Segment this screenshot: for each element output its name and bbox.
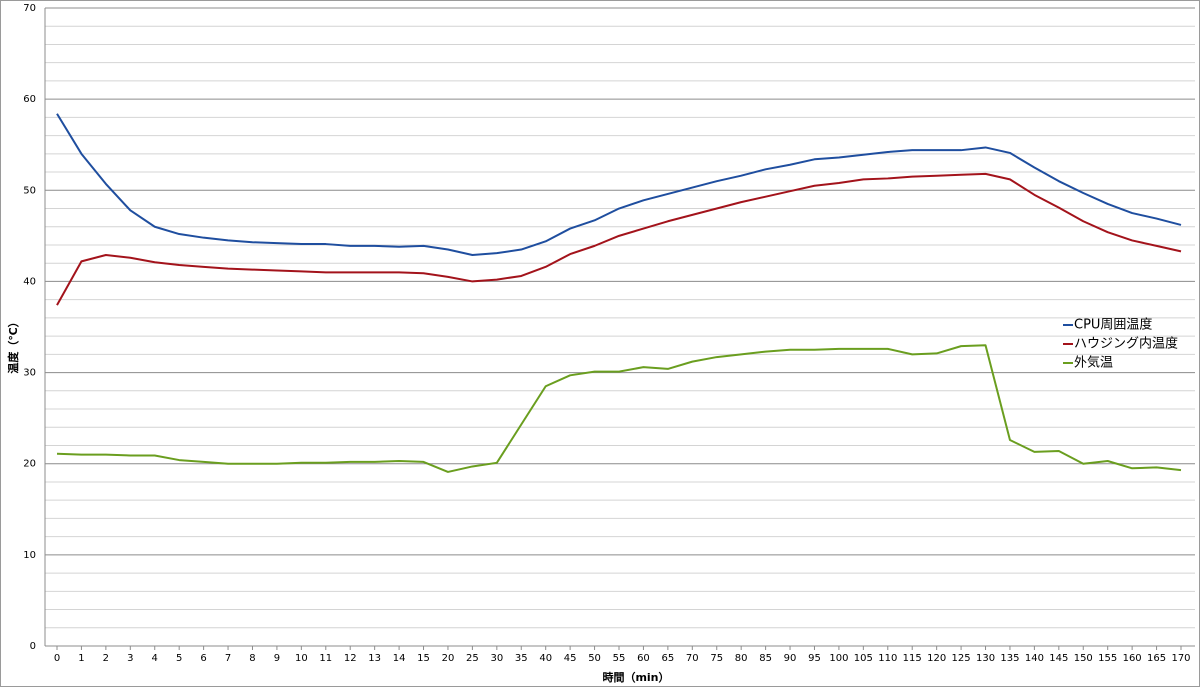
y-tick-label: 10 bbox=[23, 550, 36, 561]
y-tick-label: 50 bbox=[23, 185, 36, 196]
series-line bbox=[56, 172, 1182, 306]
x-tick-label: 160 bbox=[1123, 653, 1142, 664]
x-tick-label: 100 bbox=[829, 653, 848, 664]
x-tick-label: 125 bbox=[952, 653, 971, 664]
x-tick-label: 1 bbox=[78, 653, 84, 664]
x-tick-label: 40 bbox=[539, 653, 552, 664]
x-tick-label: 13 bbox=[368, 653, 381, 664]
x-tick-label: 9 bbox=[274, 653, 280, 664]
y-axis-label: 温度（℃） bbox=[6, 316, 20, 373]
legend-label: CPU周囲温度 bbox=[1074, 317, 1152, 333]
legend-label: ハウジング内温度 bbox=[1074, 336, 1178, 352]
x-tick-label: 80 bbox=[735, 653, 748, 664]
x-tick-label: 140 bbox=[1025, 653, 1044, 664]
series-line bbox=[56, 344, 1182, 473]
x-tick-label: 75 bbox=[710, 653, 723, 664]
x-tick-label: 50 bbox=[588, 653, 601, 664]
series-line bbox=[56, 113, 1182, 256]
x-tick-label: 5 bbox=[176, 653, 182, 664]
x-tick-label: 65 bbox=[662, 653, 675, 664]
x-tick-label: 11 bbox=[319, 653, 332, 664]
x-tick-label: 7 bbox=[225, 653, 231, 664]
x-tick-label: 8 bbox=[249, 653, 255, 664]
x-tick-label: 170 bbox=[1171, 653, 1190, 664]
x-tick-label: 2 bbox=[103, 653, 109, 664]
x-axis-label: 時間（min） bbox=[602, 670, 669, 684]
x-tick-label: 0 bbox=[54, 653, 60, 664]
x-tick-label: 165 bbox=[1147, 653, 1166, 664]
x-tick-label: 25 bbox=[466, 653, 479, 664]
x-tick-label: 35 bbox=[515, 653, 528, 664]
y-tick-label: 60 bbox=[23, 94, 36, 105]
x-tick-label: 30 bbox=[490, 653, 503, 664]
legend-label: 外気温 bbox=[1074, 355, 1113, 371]
x-tick-label: 15 bbox=[417, 653, 430, 664]
x-tick-label: 70 bbox=[686, 653, 699, 664]
y-tick-label: 20 bbox=[23, 459, 36, 470]
x-tick-label: 135 bbox=[1000, 653, 1019, 664]
x-tick-label: 20 bbox=[442, 653, 455, 664]
x-tick-label: 4 bbox=[152, 653, 158, 664]
x-tick-label: 6 bbox=[200, 653, 206, 664]
x-tick-label: 3 bbox=[127, 653, 133, 664]
x-tick-label: 10 bbox=[295, 653, 308, 664]
x-tick-label: 155 bbox=[1098, 653, 1117, 664]
x-tick-label: 110 bbox=[878, 653, 897, 664]
x-tick-label: 14 bbox=[393, 653, 406, 664]
y-tick-label: 30 bbox=[23, 368, 36, 379]
x-tick-label: 55 bbox=[613, 653, 626, 664]
x-tick-label: 90 bbox=[784, 653, 797, 664]
x-tick-label: 95 bbox=[808, 653, 821, 664]
x-tick-label: 105 bbox=[854, 653, 873, 664]
x-tick-label: 12 bbox=[344, 653, 357, 664]
y-tick-label: 70 bbox=[23, 3, 36, 14]
x-tick-label: 45 bbox=[564, 653, 577, 664]
x-tick-label: 120 bbox=[927, 653, 946, 664]
y-tick-label: 0 bbox=[30, 641, 36, 652]
x-tick-label: 85 bbox=[759, 653, 772, 664]
x-tick-label: 130 bbox=[976, 653, 995, 664]
x-tick-label: 115 bbox=[903, 653, 922, 664]
x-tick-label: 150 bbox=[1074, 653, 1093, 664]
y-tick-label: 40 bbox=[23, 276, 36, 287]
x-tick-label: 145 bbox=[1049, 653, 1068, 664]
x-tick-label: 60 bbox=[637, 653, 650, 664]
